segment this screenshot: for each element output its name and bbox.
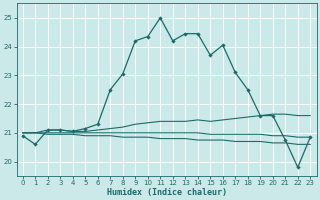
X-axis label: Humidex (Indice chaleur): Humidex (Indice chaleur): [107, 188, 227, 197]
